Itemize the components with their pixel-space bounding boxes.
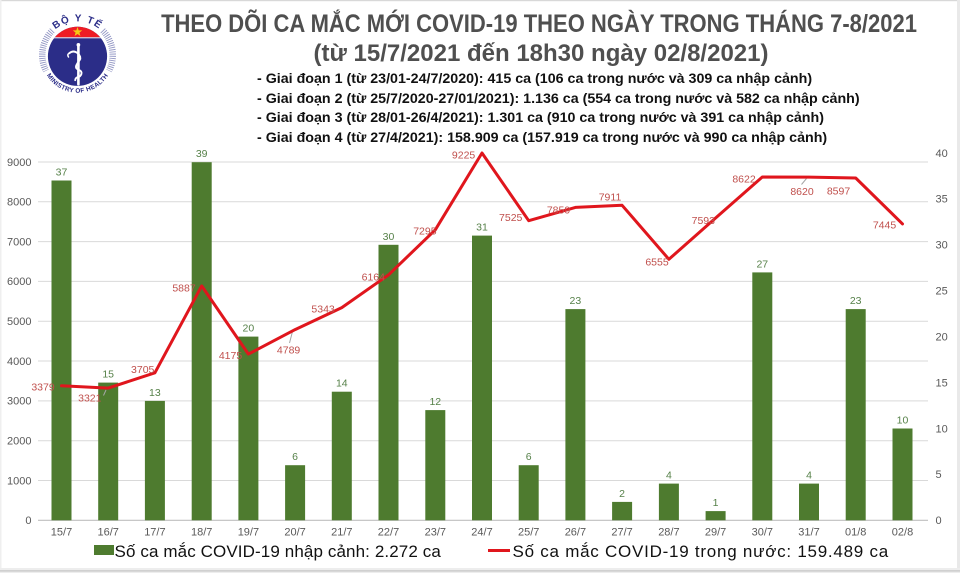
svg-text:28/7: 28/7 bbox=[658, 527, 679, 539]
svg-text:10: 10 bbox=[897, 415, 909, 427]
svg-text:21/7: 21/7 bbox=[331, 527, 352, 539]
svg-text:30: 30 bbox=[936, 240, 948, 252]
svg-text:15: 15 bbox=[936, 377, 948, 389]
svg-text:4000: 4000 bbox=[7, 356, 31, 368]
svg-text:30/7: 30/7 bbox=[752, 527, 773, 539]
svg-text:6: 6 bbox=[526, 451, 532, 463]
svg-text:12: 12 bbox=[429, 396, 441, 408]
svg-text:7911: 7911 bbox=[599, 192, 622, 204]
svg-text:5887: 5887 bbox=[172, 283, 196, 295]
svg-text:30: 30 bbox=[383, 231, 395, 243]
svg-text:8000: 8000 bbox=[7, 197, 31, 209]
svg-text:18/7: 18/7 bbox=[191, 527, 212, 539]
svg-text:7859: 7859 bbox=[547, 205, 571, 217]
svg-text:4789: 4789 bbox=[277, 345, 301, 357]
svg-text:20/7: 20/7 bbox=[284, 527, 305, 539]
svg-text:3379: 3379 bbox=[31, 382, 55, 394]
svg-text:4: 4 bbox=[806, 470, 812, 482]
svg-text:5000: 5000 bbox=[7, 316, 31, 328]
svg-text:7593: 7593 bbox=[692, 215, 716, 227]
svg-text:31: 31 bbox=[476, 222, 488, 234]
svg-text:15/7: 15/7 bbox=[51, 527, 72, 539]
svg-text:6164: 6164 bbox=[362, 272, 386, 284]
svg-text:02/8: 02/8 bbox=[892, 527, 913, 539]
svg-text:9225: 9225 bbox=[452, 150, 476, 162]
svg-text:7295: 7295 bbox=[413, 226, 437, 238]
svg-text:39: 39 bbox=[196, 148, 208, 160]
svg-text:7525: 7525 bbox=[499, 212, 523, 224]
svg-text:25: 25 bbox=[936, 286, 948, 298]
svg-text:3000: 3000 bbox=[7, 396, 31, 408]
svg-text:20: 20 bbox=[243, 323, 255, 335]
svg-text:7445: 7445 bbox=[873, 220, 897, 232]
svg-text:26/7: 26/7 bbox=[565, 527, 586, 539]
svg-text:27/7: 27/7 bbox=[611, 527, 632, 539]
svg-text:22/7: 22/7 bbox=[378, 527, 399, 539]
svg-text:4: 4 bbox=[666, 470, 672, 482]
svg-text:8597: 8597 bbox=[827, 186, 851, 198]
svg-text:35: 35 bbox=[936, 194, 948, 206]
svg-text:9000: 9000 bbox=[7, 157, 31, 169]
svg-text:5343: 5343 bbox=[311, 303, 335, 315]
svg-text:6000: 6000 bbox=[7, 276, 31, 288]
svg-text:2: 2 bbox=[619, 488, 625, 500]
svg-text:6: 6 bbox=[292, 451, 298, 463]
svg-text:23: 23 bbox=[570, 295, 582, 307]
svg-text:BỘ Y TẾ: BỘ Y TẾ bbox=[51, 12, 106, 32]
svg-text:1000: 1000 bbox=[7, 475, 31, 487]
svg-text:37: 37 bbox=[56, 167, 68, 179]
svg-text:15: 15 bbox=[102, 369, 114, 381]
svg-text:0: 0 bbox=[936, 515, 942, 527]
svg-text:4175: 4175 bbox=[219, 350, 243, 362]
svg-text:19/7: 19/7 bbox=[238, 527, 259, 539]
svg-text:8620: 8620 bbox=[790, 186, 814, 198]
svg-text:7000: 7000 bbox=[7, 236, 31, 248]
svg-text:25/7: 25/7 bbox=[518, 527, 539, 539]
svg-text:23: 23 bbox=[850, 295, 862, 307]
svg-text:20: 20 bbox=[936, 331, 948, 343]
svg-text:01/8: 01/8 bbox=[845, 527, 866, 539]
svg-text:3321: 3321 bbox=[78, 393, 102, 405]
svg-text:6555: 6555 bbox=[645, 257, 669, 269]
svg-text:1: 1 bbox=[713, 497, 719, 509]
svg-text:29/7: 29/7 bbox=[705, 527, 726, 539]
svg-text:0: 0 bbox=[25, 515, 31, 527]
svg-text:23/7: 23/7 bbox=[425, 527, 446, 539]
svg-text:27: 27 bbox=[756, 258, 768, 270]
svg-text:2000: 2000 bbox=[7, 436, 31, 448]
svg-text:24/7: 24/7 bbox=[471, 527, 492, 539]
svg-text:3705: 3705 bbox=[131, 364, 155, 376]
svg-text:40: 40 bbox=[936, 148, 948, 160]
svg-text:10: 10 bbox=[936, 423, 948, 435]
svg-text:5: 5 bbox=[936, 469, 942, 481]
svg-text:13: 13 bbox=[149, 387, 161, 399]
svg-text:17/7: 17/7 bbox=[144, 527, 165, 539]
svg-text:8622: 8622 bbox=[732, 173, 756, 185]
svg-text:31/7: 31/7 bbox=[798, 527, 819, 539]
svg-text:16/7: 16/7 bbox=[97, 527, 118, 539]
svg-text:14: 14 bbox=[336, 378, 348, 390]
